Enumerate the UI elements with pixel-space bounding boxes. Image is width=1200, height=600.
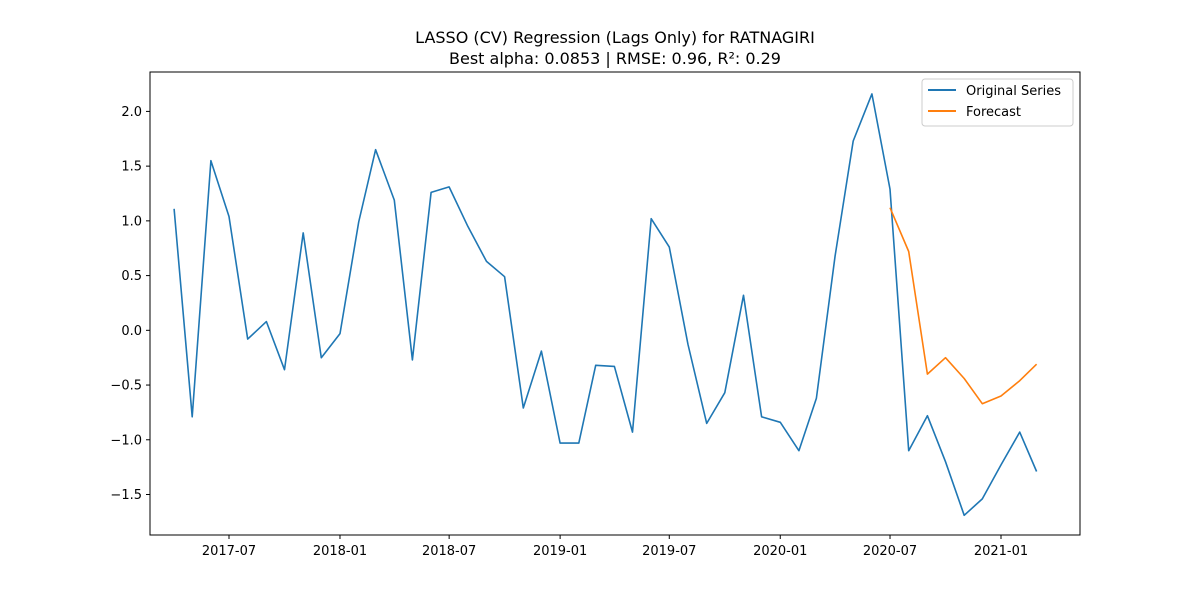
series-line-original: [173, 93, 1038, 517]
plot-area: [149, 71, 1081, 536]
x-tick-label: 2020-07: [863, 544, 917, 559]
x-axis: 2017-07 2018-01 2018-07 2019-01 2019-07 2020-…: [202, 535, 1028, 559]
legend-label-original: Original Series: [966, 84, 1061, 99]
legend-box: [921, 78, 1074, 127]
y-axis: −1.5 −1.0 −0.5 0.0 0.5 1.0 1.5 2.0: [110, 105, 150, 503]
series-line-forecast: [889, 207, 1038, 405]
y-tick-label: 0.0: [121, 324, 142, 339]
y-tick-label: 1.0: [121, 214, 142, 229]
x-tick-label: 2017-07: [202, 544, 256, 559]
x-tick-label: 2018-01: [313, 544, 367, 559]
x-tick-label: 2019-01: [533, 544, 587, 559]
y-tick-label: −1.0: [110, 433, 142, 448]
chart-title: LASSO (CV) Regression (Lags Only) for RA…: [415, 28, 815, 47]
x-tick-label: 2018-07: [422, 544, 476, 559]
y-tick-label: 0.5: [121, 269, 142, 284]
chart-subtitle: Best alpha: 0.0853 | RMSE: 0.96, R²: 0.2…: [449, 49, 781, 68]
y-tick-label: 1.5: [121, 160, 142, 175]
y-tick-label: 2.0: [121, 105, 142, 120]
x-tick-label: 2019-07: [642, 544, 696, 559]
x-tick-label: 2021-01: [974, 544, 1028, 559]
legend-label-forecast: Forecast: [966, 105, 1021, 120]
x-tick-label: 2020-01: [753, 544, 807, 559]
y-tick-label: −1.5: [110, 488, 142, 503]
y-tick-label: −0.5: [110, 379, 142, 394]
series-layer: [173, 93, 1038, 517]
legend: Original Series Forecast: [921, 78, 1074, 127]
